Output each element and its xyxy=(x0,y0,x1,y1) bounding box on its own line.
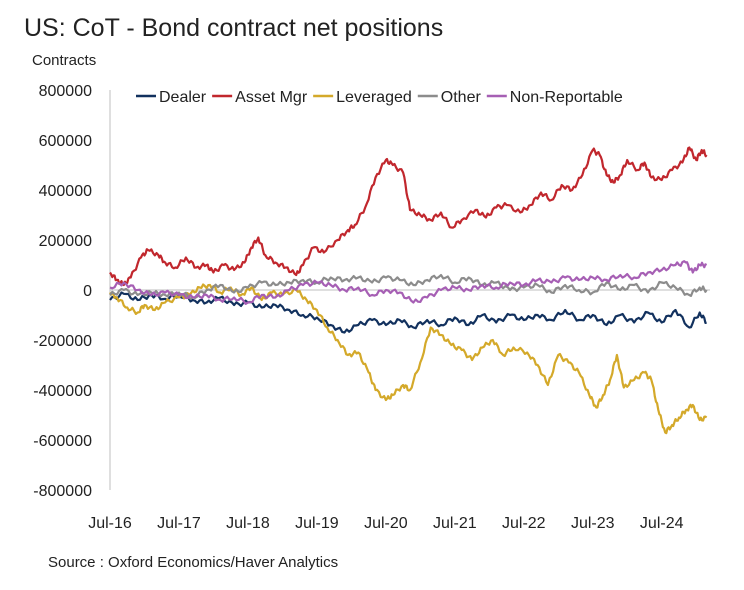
x-tick-label: Jul-24 xyxy=(640,515,684,532)
x-tick-label: Jul-18 xyxy=(226,515,270,532)
x-tick-label: Jul-19 xyxy=(295,515,339,532)
legend-label-non-reportable: Non-Reportable xyxy=(510,89,623,106)
series-line-non-reportable xyxy=(109,260,708,305)
y-tick-label: 200000 xyxy=(39,233,92,250)
series-line-dealer xyxy=(109,291,707,334)
y-axis-unit-label: Contracts xyxy=(32,52,97,69)
legend-label-asset-mgr: Asset Mgr xyxy=(235,89,308,106)
y-tick-label: 0 xyxy=(83,283,92,300)
y-tick-label: 600000 xyxy=(39,133,92,150)
series-lines xyxy=(109,146,708,435)
y-tick-label: -800000 xyxy=(33,483,92,500)
y-tick-label: -600000 xyxy=(33,433,92,450)
x-tick-label: Jul-20 xyxy=(364,515,408,532)
y-tick-label: 800000 xyxy=(39,83,92,100)
legend-label-dealer: Dealer xyxy=(159,89,207,106)
series-line-leveraged xyxy=(109,283,708,435)
source-note: Source : Oxford Economics/Haver Analytic… xyxy=(48,554,339,571)
chart: 800000 600000 400000 200000 0 -200000 -400000 -… xyxy=(33,83,710,532)
chart-title: US: CoT - Bond contract net positions xyxy=(24,14,444,42)
axes: 800000 600000 400000 200000 0 -200000 -400000 -… xyxy=(33,83,683,532)
legend-label-leveraged: Leveraged xyxy=(336,89,412,106)
series-line-other xyxy=(109,273,708,300)
x-tick-label: Jul-22 xyxy=(502,515,546,532)
legend-label-other: Other xyxy=(441,89,482,106)
x-tick-label: Jul-21 xyxy=(433,515,477,532)
legend: Dealer Asset Mgr Leveraged Other Non-Reporta… xyxy=(136,89,623,106)
x-tick-label: Jul-23 xyxy=(571,515,615,532)
y-tick-label: -400000 xyxy=(33,383,92,400)
x-tick-label: Jul-16 xyxy=(88,515,132,532)
y-tick-label: 400000 xyxy=(39,183,92,200)
y-tick-label: -200000 xyxy=(33,333,92,350)
series-line-asset-mgr xyxy=(109,146,708,287)
x-tick-label: Jul-17 xyxy=(157,515,201,532)
